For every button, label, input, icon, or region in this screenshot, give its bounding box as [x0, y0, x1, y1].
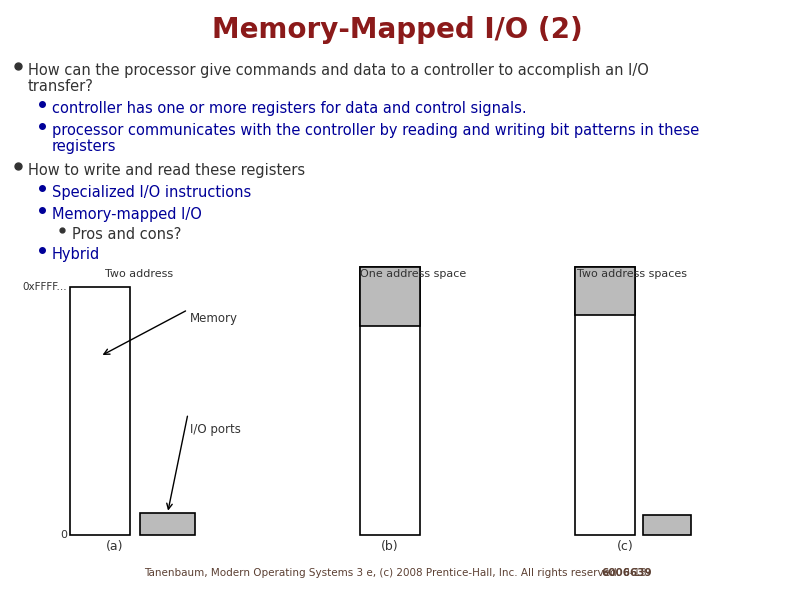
Text: How can the processor give commands and data to a controller to accomplish an I/: How can the processor give commands and …: [28, 63, 649, 78]
Text: transfer?: transfer?: [28, 79, 94, 94]
Text: 0: 0: [60, 530, 67, 540]
Text: One address space: One address space: [360, 269, 466, 278]
Text: (b): (b): [381, 540, 399, 553]
Bar: [70, 287, 130, 536]
Text: Hybrid: Hybrid: [52, 247, 100, 262]
Bar: [575, 267, 635, 315]
Text: How to write and read these registers: How to write and read these registers: [28, 163, 305, 178]
Text: Specialized I/O instructions: Specialized I/O instructions: [52, 185, 251, 200]
Bar: [140, 513, 195, 536]
Text: I/O ports: I/O ports: [190, 424, 241, 437]
Text: (a): (a): [106, 540, 124, 553]
Text: 6006639: 6006639: [601, 568, 652, 578]
Text: Memory-Mapped I/O (2): Memory-Mapped I/O (2): [212, 16, 582, 44]
Text: controller has one or more registers for data and control signals.: controller has one or more registers for…: [52, 101, 526, 116]
Text: (c): (c): [617, 540, 634, 553]
Bar: [643, 515, 691, 536]
Text: Two address spaces: Two address spaces: [577, 269, 687, 278]
Text: Memory: Memory: [190, 312, 238, 325]
Text: Memory-mapped I/O: Memory-mapped I/O: [52, 207, 202, 222]
Text: processor communicates with the controller by reading and writing bit patterns i: processor communicates with the controll…: [52, 123, 700, 138]
Bar: [360, 267, 420, 326]
Bar: [360, 267, 420, 536]
Bar: [575, 267, 635, 536]
Text: 0xFFFF...: 0xFFFF...: [22, 281, 67, 292]
Text: Tanenbaum, Modern Operating Systems 3 e, (c) 2008 Prentice-Hall, Inc. All rights: Tanenbaum, Modern Operating Systems 3 e,…: [144, 568, 650, 578]
Text: Two address: Two address: [105, 269, 173, 278]
Text: Pros and cons?: Pros and cons?: [72, 227, 181, 242]
Text: registers: registers: [52, 139, 117, 154]
